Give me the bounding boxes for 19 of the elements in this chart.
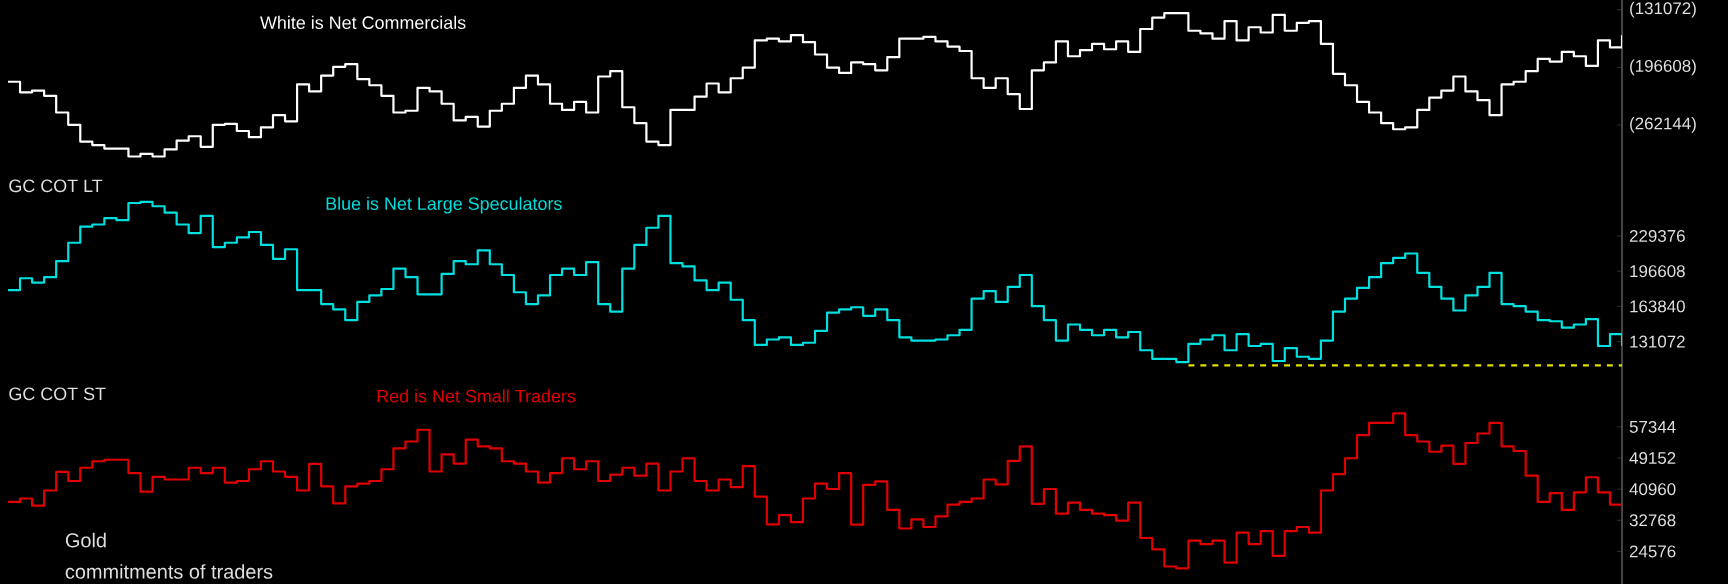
y-tick-label: 24576 [1629, 545, 1676, 558]
text: Red is Net Small Traders [377, 389, 576, 403]
y-tick-label: (262144) [1630, 117, 1696, 133]
y-tick-label: 229376 [1629, 229, 1685, 242]
annotation: Gold [65, 532, 106, 548]
text: White is Net Commercials [260, 15, 466, 29]
text: Blue is Net Large Speculators [326, 196, 562, 214]
y-tick-label: 32768 [1629, 514, 1676, 527]
annotation: commitments of traders [65, 564, 273, 579]
text: GC COT ST [9, 387, 106, 401]
y-tick-label: 40960 [1629, 483, 1676, 496]
y-tick-label: 49152 [1629, 452, 1676, 465]
y-tick-label: 196608 [1630, 265, 1685, 278]
y-tick-label: 163840 [1630, 300, 1685, 313]
y-tick-label: 131072 [1630, 335, 1685, 348]
y-tick-label: (131072) [1630, 1, 1696, 18]
y-tick-label: (196608) [1630, 59, 1696, 76]
y-tick-label: 57344 [1629, 420, 1676, 433]
text: GC COT LT [9, 179, 103, 193]
